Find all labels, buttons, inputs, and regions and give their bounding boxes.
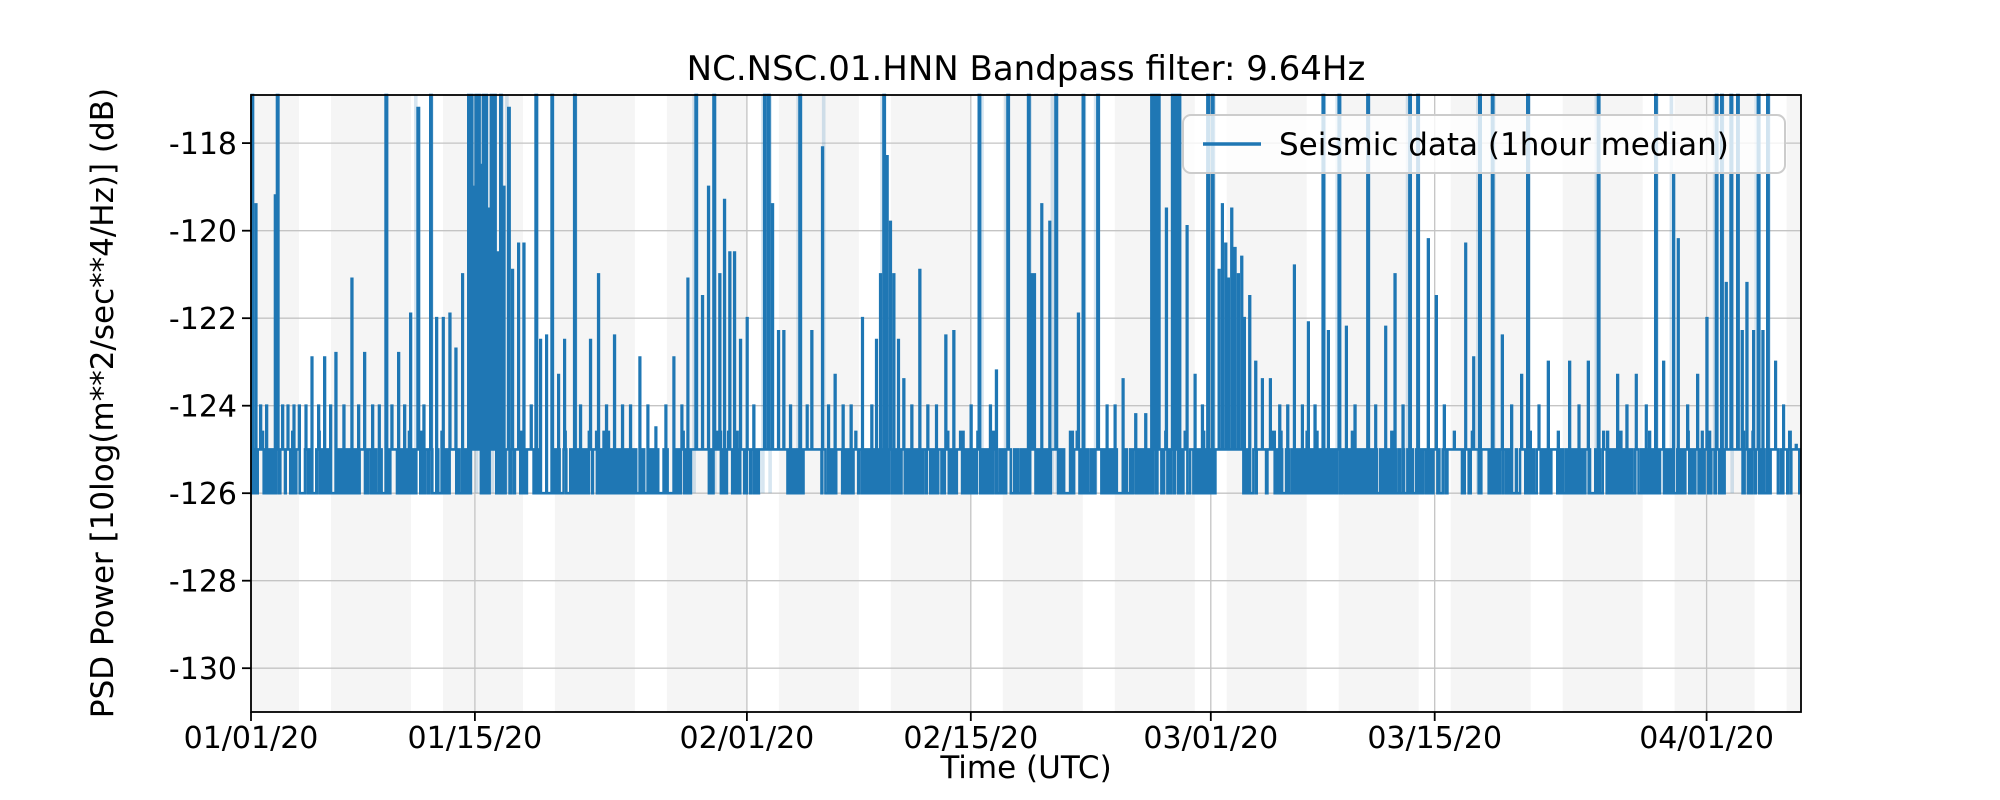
raw-event-column (1405, 95, 1410, 494)
raw-event-column (1712, 95, 1717, 494)
legend: Seismic data (1hour median) (1182, 114, 1786, 174)
raw-event-column (1004, 95, 1008, 494)
raw-event-column (1754, 95, 1758, 494)
x-tick-label: 01/01/20 (184, 721, 319, 756)
x-tick-label: 02/15/20 (903, 721, 1038, 756)
y-tick-label: -120 (169, 215, 237, 250)
weekday-band (1338, 95, 1419, 712)
x-tick-label: 04/01/20 (1639, 721, 1774, 756)
y-tick-label: -130 (169, 652, 237, 687)
x-tick-label: 03/15/20 (1367, 721, 1502, 756)
y-tick-label: -122 (169, 302, 237, 337)
weekday-band (778, 95, 859, 712)
raw-event-column (1594, 95, 1599, 494)
raw-event-column (761, 95, 765, 494)
weekday-band (1786, 95, 1801, 712)
axes (242, 94, 1802, 721)
raw-event-column (692, 95, 696, 494)
raw-event-column (1669, 95, 1674, 494)
raw-event-column (1093, 95, 1098, 494)
y-tick-label: -128 (169, 565, 237, 600)
weekday-band (1562, 95, 1643, 712)
weekday-band (554, 95, 635, 712)
y-tick-label: -124 (169, 390, 237, 425)
legend-box (1182, 114, 1786, 174)
y-tick-label: -126 (169, 477, 237, 512)
raw-event-column (980, 95, 984, 494)
raw-event-column (414, 95, 418, 494)
x-axis-label: Time (UTC) (939, 750, 1111, 786)
raw-event-column (796, 95, 800, 494)
x-tick-label: 03/01/20 (1143, 721, 1278, 756)
plot-border (250, 94, 1802, 713)
y-tick-label: -118 (169, 127, 237, 162)
raw-event-column (1476, 95, 1480, 494)
x-tick-label: 02/01/20 (680, 721, 815, 756)
legend-label: Seismic data (1hour median) (1279, 127, 1729, 163)
raw-event-column (505, 95, 509, 494)
tick-labels: 01/01/20 01/15/20 02/01/20 02/15/20 03/01/20… (169, 127, 1774, 756)
y-axis-label: PSD Power [10log(m**2/sec**4/Hz)] (dB) (85, 88, 121, 718)
chart-title: NC.NSC.01.HNN Bandpass filter: 9.64Hz (687, 49, 1366, 89)
x-tick-label: 01/15/20 (408, 721, 543, 756)
raw-event-column (1335, 95, 1339, 494)
raw-event-column (1050, 95, 1055, 494)
